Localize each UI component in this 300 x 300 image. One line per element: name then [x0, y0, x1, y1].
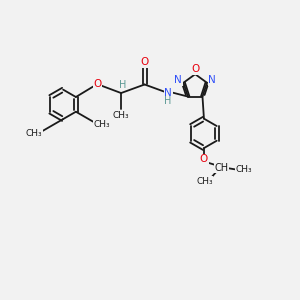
Text: O: O [140, 57, 149, 68]
Text: N: N [208, 75, 216, 85]
Text: CH: CH [214, 163, 229, 173]
Text: CH₃: CH₃ [94, 120, 110, 129]
Text: CH₃: CH₃ [196, 177, 213, 186]
Text: H: H [119, 80, 126, 90]
Text: H: H [164, 96, 171, 106]
Text: N: N [164, 88, 172, 98]
Text: N: N [174, 75, 182, 85]
Text: O: O [200, 154, 208, 164]
Text: O: O [93, 80, 102, 89]
Text: O: O [191, 64, 199, 74]
Text: CH₃: CH₃ [236, 165, 253, 174]
Text: CH₃: CH₃ [26, 129, 42, 138]
Text: CH₃: CH₃ [113, 111, 129, 120]
